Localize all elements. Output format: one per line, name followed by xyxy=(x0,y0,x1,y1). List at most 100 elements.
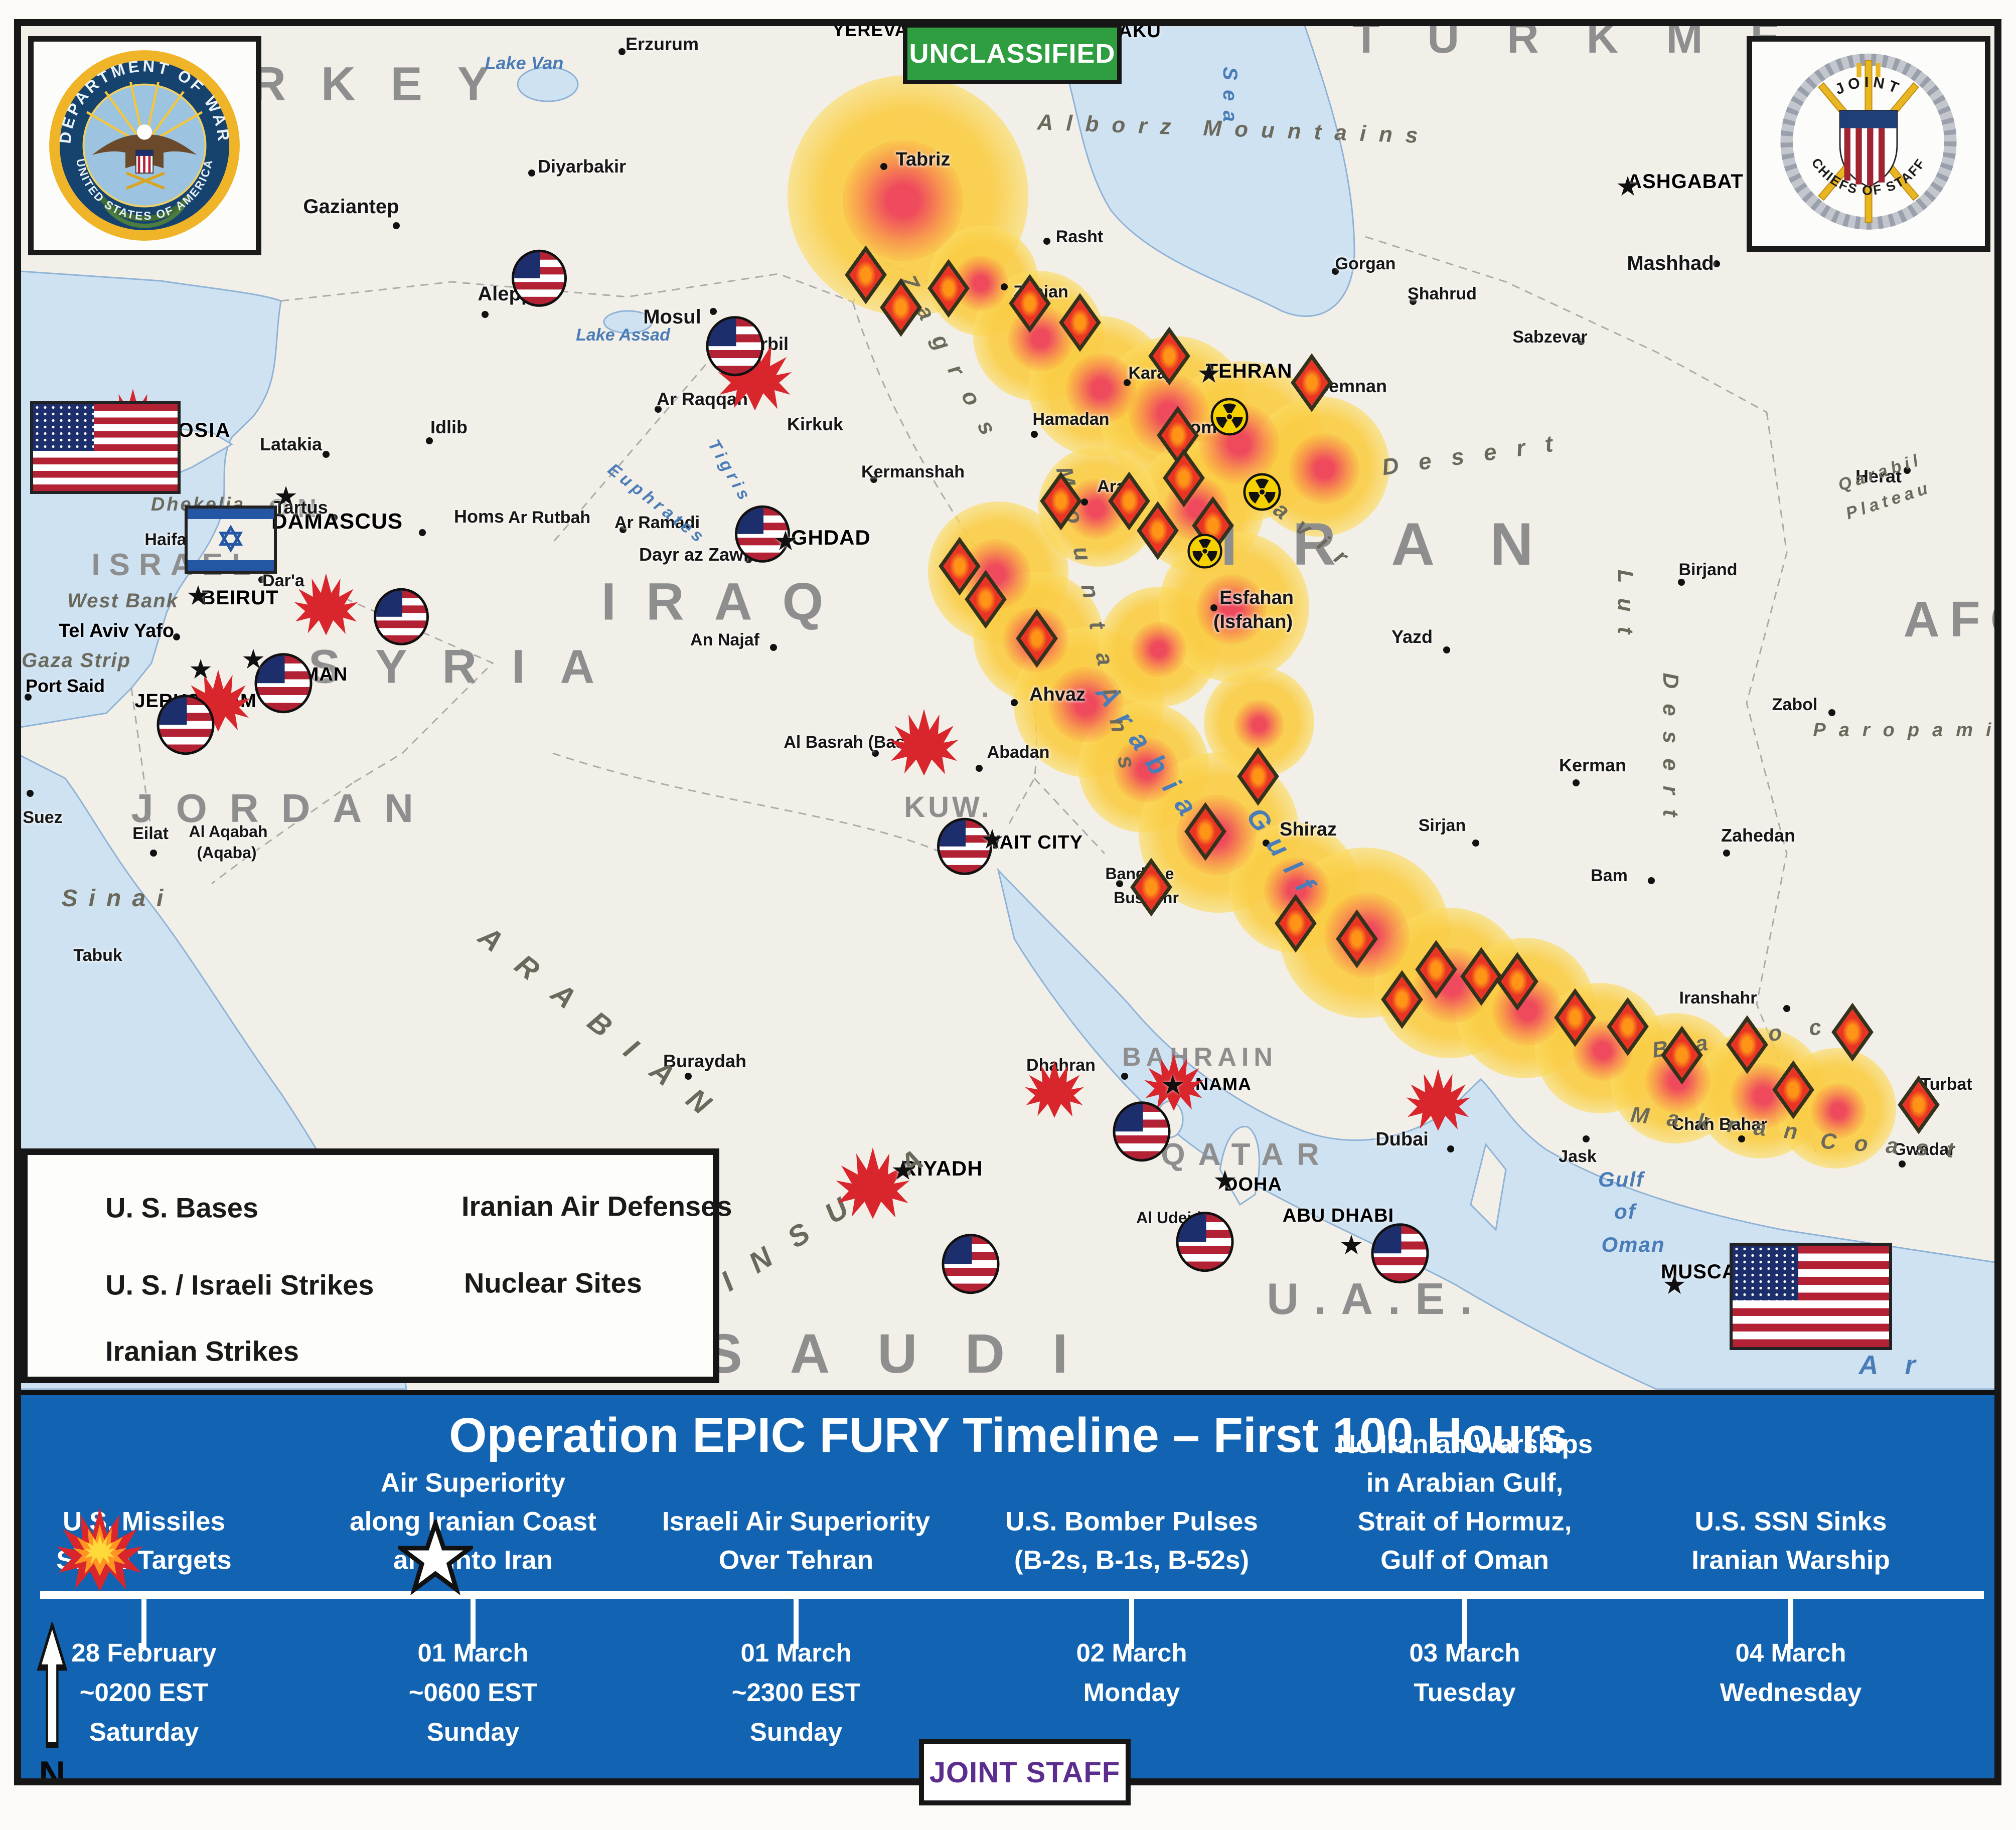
city-dot xyxy=(710,308,717,315)
capital-star-icon: ★ xyxy=(242,646,264,673)
capital-label: ASHGABAT xyxy=(1627,171,1744,193)
timeline-event-date: 01 March ~2300 EST Sunday xyxy=(731,1638,861,1747)
city-label: Dayr az Zawr xyxy=(639,544,751,565)
timeline-event-date: 04 March Wednesday xyxy=(1720,1638,1862,1707)
city-label: Erzurum xyxy=(625,34,699,54)
strike-blob-core xyxy=(1811,1083,1866,1138)
us-flag xyxy=(1730,1243,1892,1350)
city-label: Latakia xyxy=(259,434,323,454)
us-base-roundel xyxy=(1176,1212,1234,1272)
city-label: Ahvaz xyxy=(1029,684,1085,705)
joint-staff-badge: JOINT STAFF xyxy=(919,1739,1131,1805)
capital-star-icon: ★ xyxy=(1162,1072,1184,1099)
us-flag-canton xyxy=(1733,1246,1799,1301)
city-label: Kirkuk xyxy=(787,414,844,434)
capital-label: YEREVA xyxy=(832,20,908,40)
us-base-roundel xyxy=(254,653,313,713)
us-flag-canton xyxy=(159,697,187,725)
country-label: SYRIA xyxy=(308,640,630,694)
country-label: JORDAN xyxy=(131,786,436,830)
city-dot xyxy=(1828,709,1835,716)
country-label: AFG xyxy=(1903,591,1994,647)
city-label: Sirjan xyxy=(1418,816,1466,835)
city-label: Suez xyxy=(23,808,63,827)
city-label: Idlib xyxy=(430,417,468,437)
capital-star-icon: ★ xyxy=(1198,361,1220,387)
city-dot xyxy=(1043,238,1050,245)
timeline-panel xyxy=(21,1390,1994,1778)
timeline-event-date: 28 February ~0200 EST Saturday xyxy=(71,1638,217,1747)
country-label: IRAN xyxy=(1220,511,1589,578)
city-label: Tabuk xyxy=(73,946,122,965)
timeline-star-icon xyxy=(398,1520,473,1595)
nuclear-site-icon xyxy=(1243,472,1282,512)
iranian-strike-burst-icon xyxy=(1406,1066,1471,1131)
strike-blob-core xyxy=(1289,434,1359,504)
city-dot xyxy=(870,476,877,483)
capital-star-icon: ★ xyxy=(774,528,797,555)
city-dot xyxy=(872,750,879,757)
city-label: Buraydah xyxy=(663,1051,747,1071)
capital-label: DAMASCUS xyxy=(271,509,403,534)
timeline-event-label: No Iranian Warships in Arabian Gulf, Strai… xyxy=(1336,1429,1593,1575)
city-dot xyxy=(25,694,32,701)
city-label: Tartus xyxy=(274,497,328,518)
capital-label: RIYADH xyxy=(901,1156,983,1180)
country-label: QATAR xyxy=(1161,1137,1332,1172)
terrain-label: West Bank xyxy=(67,590,179,612)
department-of-war-seal: DEPARTMENT OF WAR UNITED STATES OF AMERI… xyxy=(28,36,261,255)
city-label: Chah Bahar xyxy=(1671,1115,1768,1134)
timeline-tick xyxy=(471,1599,476,1649)
city-dot xyxy=(1723,850,1730,857)
map: Operation EPIC FURY Timeline – First 100… xyxy=(14,19,2001,1785)
strike-blob-core xyxy=(1131,622,1186,677)
city-label: Homs xyxy=(453,506,505,527)
country-label: KUW. xyxy=(904,791,992,823)
country-label: U.A.E. xyxy=(1267,1274,1487,1323)
us-base-roundel xyxy=(374,588,429,646)
city-label: Jask xyxy=(1559,1147,1597,1166)
us-flag-canton xyxy=(737,508,763,534)
city-label: Haifa xyxy=(144,530,187,549)
water-label: of xyxy=(1614,1200,1636,1223)
country-label: BAHRAIN xyxy=(1122,1043,1278,1072)
city-label: Gaziantep xyxy=(303,196,399,218)
city-dot xyxy=(1678,579,1685,586)
capital-label: Tel Aviv Yafo xyxy=(58,620,175,641)
city-label: Shiraz xyxy=(1279,819,1337,840)
city-label: Gorgan xyxy=(1335,254,1396,273)
timeline-tick xyxy=(1462,1599,1467,1649)
city-dot xyxy=(880,163,887,170)
city-dot xyxy=(1899,1160,1906,1168)
city-label: (Isfahan) xyxy=(1213,611,1293,632)
joint-chiefs-seal: JOINT CHIEFS OF STAFF xyxy=(1747,36,1990,252)
us-base-roundel xyxy=(1113,1101,1171,1161)
city-dot xyxy=(258,576,265,583)
city-dot xyxy=(1001,283,1008,290)
timeline-event-date: 01 March ~0600 EST Sunday xyxy=(408,1638,538,1747)
strike-blob-core xyxy=(1066,354,1136,424)
capital-label: BEIRUT xyxy=(201,587,279,609)
city-label: Dar'a xyxy=(262,571,304,590)
city-dot xyxy=(618,48,626,55)
city-dot xyxy=(1578,338,1585,345)
terrain-label: Paropami xyxy=(1813,720,2001,741)
city-dot xyxy=(1011,699,1018,706)
us-flag-canton xyxy=(514,252,540,278)
timeline-tick xyxy=(1129,1599,1134,1649)
city-label: Mosul xyxy=(643,306,701,328)
city-label: Bam xyxy=(1591,866,1628,885)
iranian-strike-burst-icon xyxy=(889,706,959,776)
city-label: Hamadan xyxy=(1032,410,1110,429)
city-label: Zahedan xyxy=(1721,825,1796,846)
israel-flag: ✡ xyxy=(185,506,277,574)
city-dot xyxy=(426,437,433,444)
city-label: An Najaf xyxy=(690,630,759,649)
strike-blob-core xyxy=(1234,700,1284,750)
capital-star-icon: ★ xyxy=(275,483,297,510)
strike-blob-core xyxy=(1196,574,1267,644)
us-flag-canton xyxy=(944,1236,972,1264)
us-base-roundel xyxy=(157,695,215,755)
capital-star-icon: ★ xyxy=(1214,1168,1236,1194)
terrain-label: Lut xyxy=(1613,569,1638,649)
